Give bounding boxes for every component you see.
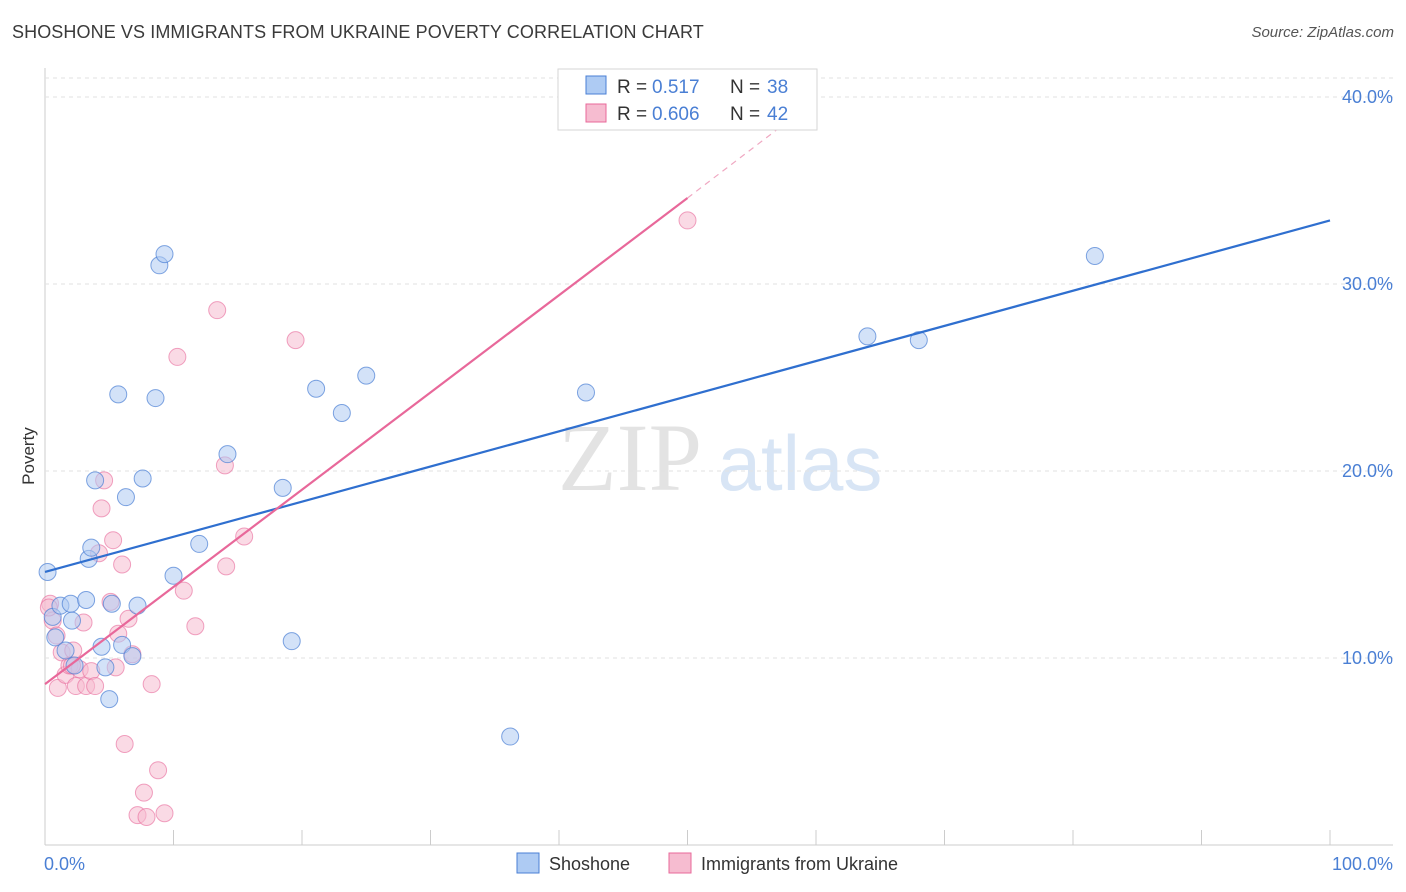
y-axis-label: Poverty [19, 427, 38, 485]
data-point-ukraine [86, 677, 105, 696]
data-point-ukraine [155, 804, 174, 823]
data-point-shoshone [576, 383, 595, 402]
data-point-shoshone [273, 478, 292, 497]
data-point-shoshone [282, 632, 301, 651]
data-point-shoshone [146, 389, 165, 408]
legend-n-label-shoshone: N = [730, 77, 760, 98]
watermark-atlas: atlas [718, 419, 883, 507]
legend-n-label-ukraine: N = [730, 104, 760, 125]
data-point-shoshone [501, 727, 520, 746]
chart-title: SHOSHONE VS IMMIGRANTS FROM UKRAINE POVE… [12, 22, 704, 42]
trend-line-shoshone [44, 219, 1331, 574]
legend-swatch-ukraine [585, 103, 607, 123]
data-point-shoshone [1085, 246, 1104, 265]
bottom-legend-swatch-shoshone [516, 852, 540, 874]
data-point-ukraine [235, 527, 254, 546]
data-point-ukraine [174, 581, 193, 600]
data-point-ukraine [168, 347, 187, 366]
gridlines [45, 77, 1393, 659]
data-point-ukraine [678, 211, 697, 230]
data-point-shoshone [65, 656, 84, 675]
data-point-shoshone [909, 331, 928, 350]
bottom-legend-label-ukraine: Immigrants from Ukraine [701, 854, 898, 874]
watermark-zip: ZIP [558, 404, 702, 511]
data-point-ukraine [208, 301, 227, 320]
legend-n-value-ukraine: 42 [767, 104, 788, 125]
data-point-shoshone [133, 469, 152, 488]
trend-line-ukraine [44, 197, 689, 686]
legend-swatch-shoshone [585, 75, 607, 95]
series-shoshone-points [38, 245, 1104, 746]
correlation-legend: R = 0.517 N = 38 R = 0.606 N = 42 [557, 68, 818, 131]
data-point-shoshone [96, 658, 115, 677]
data-point-ukraine [134, 783, 153, 802]
y-tick-label: 30.0% [1342, 274, 1393, 294]
legend-r-label-ukraine: R = [617, 104, 647, 125]
data-point-shoshone [190, 534, 209, 553]
data-point-shoshone [109, 385, 128, 404]
data-point-shoshone [86, 471, 105, 490]
legend-r-value-ukraine: 0.606 [652, 104, 700, 125]
data-point-shoshone [116, 488, 135, 507]
data-point-shoshone [62, 611, 81, 630]
legend-n-value-shoshone: 38 [767, 77, 788, 98]
bottom-legend-swatch-ukraine [668, 852, 692, 874]
data-point-ukraine [104, 531, 123, 550]
data-point-shoshone [128, 596, 147, 615]
y-tick-label: 40.0% [1342, 87, 1393, 107]
data-point-ukraine [115, 735, 134, 754]
data-point-shoshone [102, 594, 121, 613]
data-point-shoshone [113, 635, 132, 654]
series-ukraine-points [39, 211, 697, 826]
data-point-shoshone [307, 379, 326, 398]
data-point-ukraine [142, 675, 161, 694]
data-point-ukraine [113, 555, 132, 574]
data-point-ukraine [149, 761, 168, 780]
data-point-shoshone [164, 566, 183, 585]
y-tick-label: 10.0% [1342, 648, 1393, 668]
x-tick-label-max: 100.0% [1332, 854, 1393, 874]
data-point-ukraine [137, 807, 156, 826]
legend-r-label-shoshone: R = [617, 77, 647, 98]
source-label: Source: ZipAtlas.com [1251, 24, 1394, 41]
data-point-shoshone [77, 591, 96, 610]
legend-r-value-shoshone: 0.517 [652, 77, 700, 98]
x-ticks [173, 830, 1331, 845]
data-point-ukraine [217, 557, 236, 576]
data-point-shoshone [123, 647, 142, 666]
data-point-shoshone [61, 594, 80, 613]
data-point-shoshone [858, 327, 877, 346]
data-point-ukraine [286, 331, 305, 350]
y-tick-labels: 10.0% 20.0% 30.0% 40.0% [1342, 87, 1393, 668]
data-point-shoshone [82, 538, 101, 557]
data-point-shoshone [100, 690, 119, 709]
bottom-legend-label-shoshone: Shoshone [549, 854, 630, 874]
data-point-shoshone [357, 366, 376, 385]
data-point-shoshone [46, 628, 65, 647]
trend-lines [44, 118, 1331, 686]
watermark: ZIP atlas [558, 404, 882, 511]
data-point-ukraine [92, 499, 111, 518]
series-legend: Shoshone Immigrants from Ukraine [516, 852, 898, 874]
data-point-shoshone [218, 445, 237, 464]
x-tick-label-min: 0.0% [44, 854, 85, 874]
data-point-shoshone [155, 245, 174, 264]
data-point-shoshone [56, 641, 75, 660]
data-point-ukraine [186, 617, 205, 636]
trend-line-ukraine-extrapolated [687, 118, 791, 199]
y-tick-label: 20.0% [1342, 461, 1393, 481]
data-point-shoshone [332, 404, 351, 423]
